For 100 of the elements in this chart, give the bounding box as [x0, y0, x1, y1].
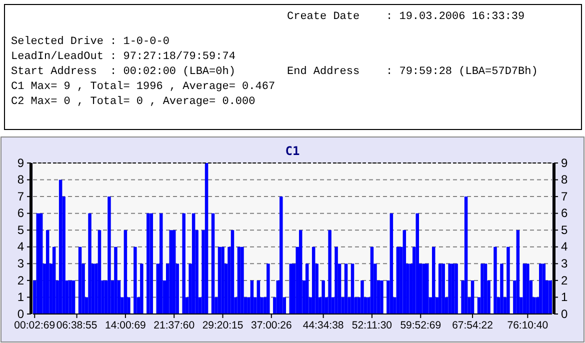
bar [240, 246, 244, 314]
bar [432, 246, 436, 314]
y2-tick-label: 8 [561, 172, 568, 187]
x-tick-label: 44:34:38 [302, 319, 344, 332]
bar [98, 230, 102, 314]
bar [516, 230, 520, 314]
bar [172, 230, 176, 314]
bar [266, 264, 270, 314]
bar [58, 180, 62, 314]
bar [146, 213, 150, 314]
bar [425, 264, 429, 314]
bar [380, 280, 384, 314]
bar [548, 280, 552, 314]
bar [88, 213, 92, 314]
x-tick-label: 00:02:69 [14, 319, 56, 332]
bar [506, 246, 510, 314]
bar [442, 264, 445, 314]
bar [500, 264, 504, 314]
bar [344, 264, 348, 314]
bar [480, 264, 484, 314]
y2-tick-label: 5 [561, 222, 568, 237]
bar [140, 264, 144, 314]
text: Start Address : 00:02:00 (LBA=0h) [11, 66, 236, 78]
bar [451, 264, 455, 314]
bar [52, 246, 56, 314]
bar [396, 246, 400, 314]
bar [484, 264, 488, 314]
y-tick-label: 3 [17, 256, 24, 271]
bar [438, 264, 442, 314]
bar [328, 230, 332, 314]
bar [454, 264, 458, 314]
y-tick-label: 2 [17, 273, 24, 288]
y-tick-label: 0 [17, 306, 24, 321]
bar [250, 280, 254, 314]
y-tick-label: 6 [17, 206, 24, 220]
bar [114, 246, 118, 314]
bar [522, 264, 526, 314]
x-tick-label: 37:00:26 [250, 319, 292, 332]
bar [72, 280, 76, 314]
bar [370, 246, 374, 314]
bar [312, 246, 316, 314]
x-tick-label: 14:00:69 [105, 319, 146, 332]
y-tick-label: 8 [17, 172, 24, 187]
bar [169, 230, 172, 314]
bar [526, 264, 530, 314]
y2-tick-label: 6 [561, 206, 568, 220]
y2-tick-label: 7 [561, 189, 568, 204]
bar [237, 246, 241, 314]
bar [39, 213, 43, 314]
x-tick-label: 59:52:69 [400, 319, 442, 332]
bar [134, 246, 137, 314]
bar [350, 264, 354, 314]
bar [280, 196, 283, 314]
bar [470, 280, 474, 314]
bar [322, 280, 325, 314]
x-tick-label: 29:20:15 [202, 319, 244, 332]
y-tick-label: 1 [17, 290, 24, 304]
bar [360, 280, 364, 314]
x-tick-label: 06:38:55 [56, 319, 98, 332]
bar [402, 230, 406, 314]
bar [542, 264, 546, 314]
text: C1 Max= 9 , Total= 1996 , Average= 0.467 [11, 81, 276, 93]
bar [256, 280, 260, 314]
y2-tick-label: 2 [561, 273, 568, 288]
bar [46, 230, 50, 314]
chart-title: C1 [285, 144, 300, 158]
bar [422, 264, 426, 314]
bar [221, 246, 224, 314]
y2-tick-label: 3 [561, 256, 568, 271]
y2-tick-label: 4 [561, 240, 568, 254]
bar [230, 230, 234, 314]
bar [289, 264, 292, 314]
bar [539, 264, 542, 314]
bar [36, 213, 40, 314]
y-tick-label: 5 [17, 222, 24, 237]
text: End Address : 79:59:28 (LBA=57D7Bh) [287, 66, 538, 78]
bar [108, 196, 111, 314]
bar [124, 230, 128, 314]
y-tick-label: 9 [17, 156, 24, 170]
bar [305, 264, 309, 314]
bar [182, 213, 186, 314]
x-tick-label: 67:54:22 [452, 319, 494, 332]
bar [416, 213, 420, 314]
y-tick-label: 7 [17, 189, 24, 204]
bar [448, 264, 452, 314]
text: Selected Drive : 1-0-0-0 [11, 36, 170, 48]
bar [218, 246, 222, 314]
y2-tick-label: 1 [561, 290, 568, 304]
bar [68, 280, 72, 314]
x-tick-label: 21:37:60 [154, 319, 195, 332]
bar [150, 213, 154, 314]
bar [192, 213, 196, 314]
y2-tick-label: 0 [561, 306, 568, 321]
x-tick-label: 52:11:30 [352, 319, 392, 332]
bar [211, 213, 215, 314]
bar [390, 213, 394, 314]
bar [464, 196, 468, 314]
text: LeadIn/LeadOut : 97:27:18/79:59:74 [11, 51, 236, 63]
bar [298, 230, 302, 314]
bar [494, 246, 497, 314]
